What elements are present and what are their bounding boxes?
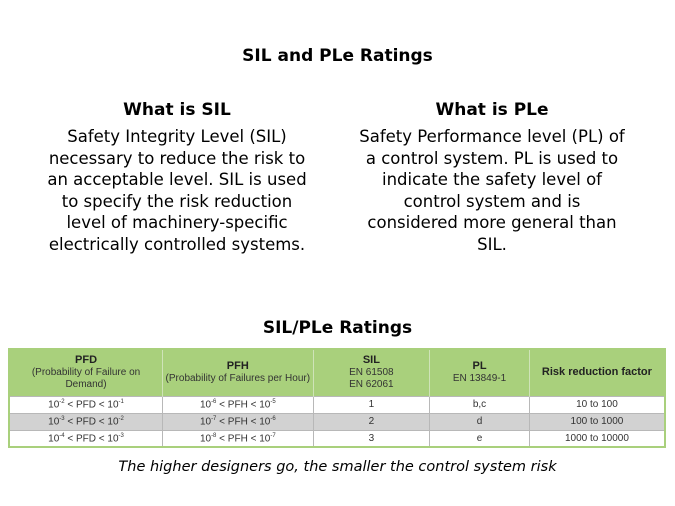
cell-pfd: 10-2 < PFD < 10-1 [8,395,164,414]
table-row: 10-4 < PFD < 10-3 10-8 < PFH < 10-7 3 e … [8,429,666,448]
table-row: 10-3 < PFD < 10-2 10-7 < PFH < 10-6 2 d … [8,412,666,431]
cell-sil: 3 [312,429,431,448]
footnote: The higher designers go, the smaller the… [118,459,557,475]
sil-description: Safety Integrity Level (SIL) necessary t… [47,127,307,254]
cell-sil: 1 [312,395,431,414]
sil-section: What is SIL Safety Integrity Level (SIL)… [42,100,312,255]
table-header-row: PFD (Probability of Failure on Demand) PF… [9,349,666,396]
cell-pl: b,c [429,395,530,414]
cell-sil: 2 [312,412,431,431]
ple-description: Safety Performance level (PL) of a contr… [359,127,625,254]
table-title: SIL/PLe Ratings [262,318,413,338]
ple-section: What is PLe Safety Performance level (PL… [357,100,627,255]
header-pfh: PFH (Probability of Failures per Hour) [162,349,314,396]
ple-heading: What is PLe [435,100,549,120]
header-pfd: PFD (Probability of Failure on Demand) [9,349,164,396]
cell-pfh: 10-7 < PFH < 10-6 [162,412,314,431]
header-risk-reduction: Risk reduction factor [529,349,666,396]
cell-risk-reduction: 1000 to 10000 [528,429,666,448]
cell-pfh: 10-6 < PFH < 10-5 [162,395,314,414]
page-title: SIL and PLe Ratings [242,46,433,66]
cell-risk-reduction: 10 to 100 [528,395,666,414]
cell-pl: d [429,412,530,431]
header-pl: PL EN 13849-1 [429,349,530,396]
cell-pl: e [429,429,530,448]
ratings-table: PFD (Probability of Failure on Demand) PF… [8,348,666,448]
cell-pfh: 10-8 < PFH < 10-7 [162,429,314,448]
cell-risk-reduction: 100 to 1000 [528,412,666,431]
table-row: 10-2 < PFD < 10-1 10-6 < PFH < 10-5 1 b,… [8,395,666,414]
cell-pfd: 10-4 < PFD < 10-3 [8,429,164,448]
sil-heading: What is SIL [123,100,231,120]
cell-pfd: 10-3 < PFD < 10-2 [8,412,164,431]
header-sil: SIL EN 61508 EN 62061 [313,349,431,396]
